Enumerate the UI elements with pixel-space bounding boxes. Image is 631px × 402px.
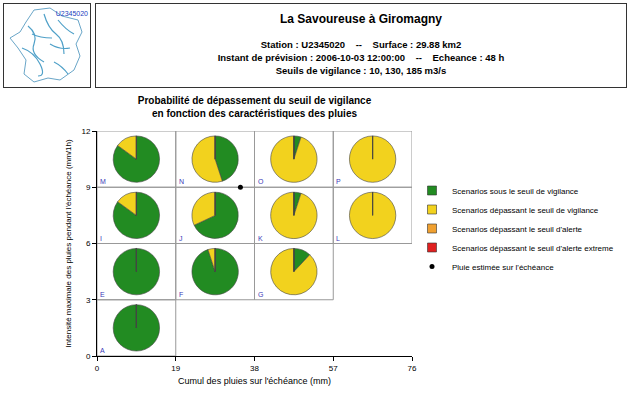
svg-text:6: 6 (86, 239, 91, 248)
html-text:La Savoureuse à Giromagny: La Savoureuse à Giromagny (280, 12, 442, 26)
svg-text:Scenarios dépassant le seuil d: Scenarios dépassant le seuil d'alerte ex… (452, 244, 614, 253)
svg-text:K: K (258, 235, 263, 242)
svg-text:Pluie estimée sur l'échéance: Pluie estimée sur l'échéance (452, 263, 554, 272)
svg-text:12: 12 (81, 127, 90, 136)
svg-text:Scenarios dépassant le seuil d: Scenarios dépassant le seuil de vigilanc… (452, 206, 599, 215)
svg-text:Probabilité de dépassement du: Probabilité de dépassement du seuil de v… (138, 95, 372, 119)
svg-text:0: 0 (86, 352, 91, 361)
html-text:Instant de prévision : 2006-10: Instant de prévision : 2006-10-03 12:00:… (217, 52, 505, 63)
svg-text:Scenarios dépassant le seuil d: Scenarios dépassant le seuil d'alerte (452, 225, 583, 234)
html-text:Seuils de vigilance : 10, 130,: Seuils de vigilance : 10, 130, 185 m3/s (275, 65, 447, 76)
svg-text:G: G (258, 291, 263, 298)
svg-text:57: 57 (329, 364, 338, 373)
svg-text:L: L (336, 235, 340, 242)
svg-text:F: F (179, 291, 183, 298)
svg-text:I: I (100, 235, 102, 242)
svg-text:38: 38 (250, 364, 259, 373)
svg-text:Intensité maximale des pluies: Intensité maximale des pluies pendant l'… (64, 139, 73, 348)
svg-text:Scenarios sous le seuil de vig: Scenarios sous le seuil de vigilance (452, 187, 579, 196)
svg-text:19: 19 (171, 364, 180, 373)
svg-text:0: 0 (95, 364, 100, 373)
html-text:Station : U2345020 -- Surface: Station : U2345020 -- Surface : 29.88 km… (260, 39, 462, 50)
svg-text:A: A (100, 347, 105, 354)
svg-text:J: J (179, 235, 183, 242)
svg-text:P: P (336, 178, 341, 185)
svg-text:U2345020: U2345020 (56, 10, 88, 17)
svg-text:M: M (100, 178, 106, 185)
svg-text:Cumul des pluies sur l'échéanc: Cumul des pluies sur l'échéance (mm) (178, 376, 331, 386)
svg-text:N: N (179, 178, 184, 185)
svg-text:3: 3 (86, 296, 91, 305)
svg-text:O: O (258, 178, 264, 185)
svg-text:76: 76 (408, 364, 417, 373)
svg-text:9: 9 (86, 183, 91, 192)
svg-text:E: E (100, 291, 105, 298)
